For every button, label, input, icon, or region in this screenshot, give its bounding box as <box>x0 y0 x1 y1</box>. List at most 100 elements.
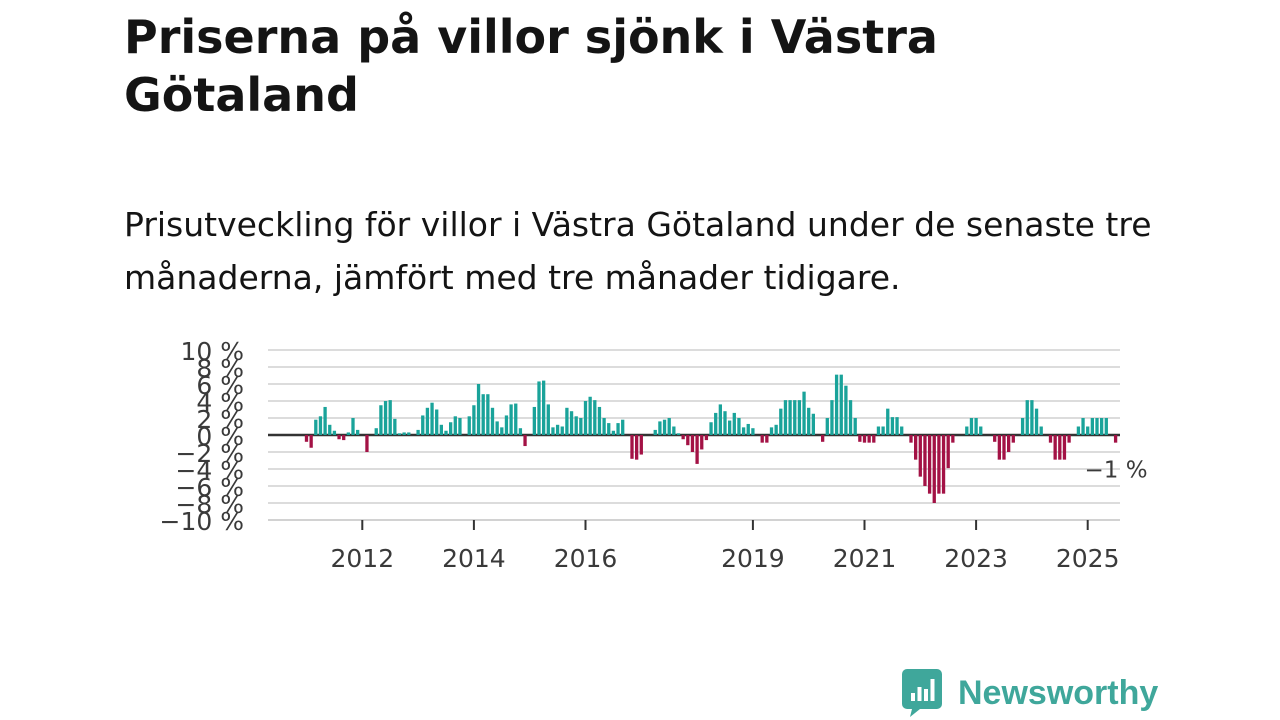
bar <box>500 427 504 435</box>
bar <box>635 435 639 460</box>
bar <box>993 435 997 442</box>
bar <box>788 400 792 435</box>
bar <box>421 415 425 435</box>
bar <box>472 405 476 435</box>
bar <box>532 406 536 435</box>
x-tick-label: 2012 <box>330 544 394 570</box>
bar <box>1086 426 1090 435</box>
bar <box>430 402 434 435</box>
bar <box>900 426 904 435</box>
bar <box>811 413 815 435</box>
bar <box>1067 435 1071 443</box>
bar <box>365 435 369 452</box>
bar <box>602 418 606 435</box>
bar <box>1030 400 1034 435</box>
bar <box>1095 418 1099 435</box>
bar <box>709 422 713 435</box>
bar <box>490 407 495 435</box>
bar <box>914 435 918 460</box>
bar <box>374 428 378 435</box>
bar <box>560 426 564 435</box>
chart-title: Priserna på villor sjönk i Västra Götala… <box>124 10 938 122</box>
bar <box>439 424 443 435</box>
bar <box>342 435 346 441</box>
bar <box>839 374 843 435</box>
bar <box>802 391 806 435</box>
bar <box>1011 435 1015 443</box>
bar <box>383 401 388 435</box>
bar <box>346 432 350 435</box>
bar <box>853 418 857 435</box>
bar <box>807 407 811 435</box>
x-tick-label: 2025 <box>1056 544 1120 570</box>
bar <box>1039 426 1043 435</box>
bar <box>332 430 337 435</box>
y-tick-label: 10 % <box>180 337 244 366</box>
brand-logo: Newsworthy <box>902 668 1158 718</box>
bar <box>886 408 890 435</box>
brand-name: Newsworthy <box>958 673 1159 712</box>
bar <box>569 411 574 435</box>
bar <box>356 429 360 435</box>
bar <box>611 430 616 435</box>
bar <box>1034 408 1039 435</box>
bar <box>318 416 323 435</box>
bar <box>379 405 383 435</box>
bar <box>997 435 1001 460</box>
bar <box>509 404 513 435</box>
bar <box>718 404 722 435</box>
bar <box>1062 435 1067 460</box>
bar <box>323 406 327 435</box>
bar <box>690 435 695 452</box>
bar <box>662 419 667 435</box>
bar <box>328 424 332 435</box>
bar <box>676 433 681 435</box>
bar <box>890 417 895 435</box>
x-tick-label: 2016 <box>554 544 618 570</box>
bar <box>453 416 457 435</box>
bar <box>1053 435 1057 460</box>
bar <box>388 400 392 435</box>
bar <box>593 400 597 435</box>
bar <box>779 408 783 435</box>
bar <box>514 403 518 435</box>
bar <box>583 401 588 435</box>
bar <box>565 407 569 435</box>
bar <box>746 423 750 435</box>
bar <box>351 418 355 435</box>
bar <box>337 435 341 440</box>
x-axis: 2012 2014 2016 2019 2021 2023 2025 <box>268 519 1120 570</box>
bar <box>867 435 871 443</box>
bars <box>304 374 1118 503</box>
bar <box>741 427 746 435</box>
bar <box>397 433 402 435</box>
bar <box>672 426 676 435</box>
bar <box>467 416 471 435</box>
bar <box>1058 435 1062 460</box>
bar <box>314 419 318 435</box>
bar <box>1048 435 1053 443</box>
bar <box>476 384 481 435</box>
bar <box>1100 418 1104 435</box>
bar <box>486 394 490 435</box>
bar <box>723 411 727 435</box>
bar <box>881 426 885 435</box>
bar <box>588 396 592 435</box>
x-tick-label: 2014 <box>442 544 506 570</box>
bar <box>751 428 755 435</box>
bar <box>481 394 485 435</box>
bar <box>844 385 848 435</box>
bar <box>909 435 913 443</box>
x-tick-label: 2019 <box>721 544 785 570</box>
bar <box>732 412 736 435</box>
bar <box>555 424 560 435</box>
bar <box>667 418 671 435</box>
bar <box>639 435 643 455</box>
bar <box>518 428 523 435</box>
bar <box>821 435 825 442</box>
x-tick-label: 2023 <box>944 544 1008 570</box>
bar <box>714 412 718 435</box>
bar <box>932 435 936 503</box>
bar <box>1020 418 1025 435</box>
bar <box>425 407 430 435</box>
